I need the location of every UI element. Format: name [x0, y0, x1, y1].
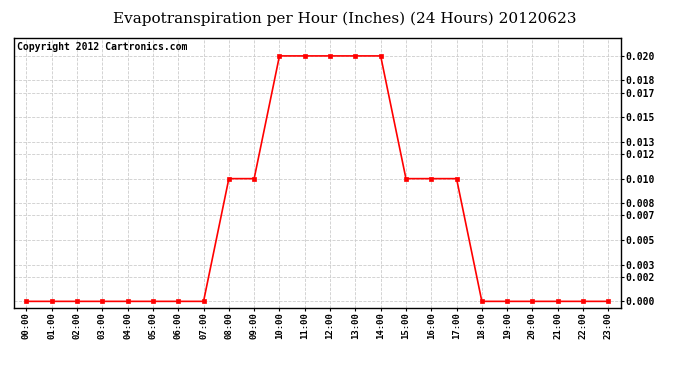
Text: Copyright 2012 Cartronics.com: Copyright 2012 Cartronics.com [17, 42, 187, 52]
Text: Evapotranspiration per Hour (Inches) (24 Hours) 20120623: Evapotranspiration per Hour (Inches) (24… [113, 11, 577, 26]
